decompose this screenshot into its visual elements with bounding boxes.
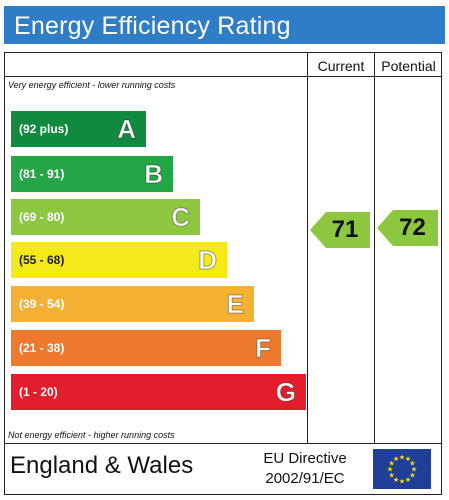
eu-star-icon: ★ [388, 472, 394, 480]
rating-table [4, 52, 442, 495]
potential-rating-arrow: 72 [377, 210, 438, 246]
eu-star-icon: ★ [399, 478, 405, 486]
potential-rating-value: 72 [399, 214, 426, 241]
band-d: (55 - 68) D [11, 242, 227, 278]
eu-star-icon: ★ [387, 466, 393, 474]
band-range-label: (21 - 38) [19, 341, 65, 355]
column-header-current: Current [317, 58, 365, 74]
column-divider-current [307, 52, 308, 443]
band-e: (39 - 54) E [11, 286, 254, 322]
band-letter: E [226, 289, 244, 320]
eu-star-icon: ★ [393, 476, 399, 484]
footer-country: England & Wales [10, 452, 194, 479]
band-range-label: (39 - 54) [19, 297, 65, 311]
eu-star-icon: ★ [409, 460, 415, 468]
band-f: (21 - 38) F [11, 330, 281, 366]
current-rating-arrow: 71 [310, 212, 370, 248]
footer-directive: EU Directive 2002/91/EC [255, 449, 355, 489]
band-letter: D [198, 245, 218, 276]
band-letter: B [144, 159, 164, 190]
band-a: (92 plus) A [11, 111, 146, 147]
eu-star-icon: ★ [411, 466, 417, 474]
arrow-shape [310, 212, 370, 248]
eu-star-icon: ★ [409, 472, 415, 480]
eu-flag-icon: ★ ★ ★ ★ ★ ★ ★ ★ ★ ★ ★ ★ [373, 449, 431, 489]
band-letter: F [255, 333, 272, 364]
column-header-potential: Potential [381, 58, 436, 74]
eu-star-icon: ★ [399, 454, 405, 462]
band-range-label: (69 - 80) [19, 210, 65, 224]
eu-star-icon: ★ [393, 455, 399, 463]
band-c: (69 - 80) C [11, 199, 200, 235]
band-letter: G [275, 377, 296, 408]
eu-star-icon: ★ [405, 476, 411, 484]
directive-line-2: 2002/91/EC [265, 470, 345, 487]
band-range-label: (1 - 20) [19, 385, 58, 399]
band-range-label: (81 - 91) [19, 167, 65, 181]
arrow-shape [377, 210, 438, 246]
directive-line-1: EU Directive [263, 450, 347, 467]
header-row-divider [4, 76, 442, 77]
eu-star-icon: ★ [405, 455, 411, 463]
band-b: (81 - 91) B [11, 156, 173, 192]
band-g: (1 - 20) G [11, 374, 306, 410]
band-letter: A [117, 114, 137, 145]
column-divider-potential [374, 52, 375, 443]
header-bar: Energy Efficiency Rating [4, 6, 445, 44]
note-efficient: Very energy efficient - lower running co… [8, 80, 176, 90]
eu-star-icon: ★ [388, 460, 394, 468]
page-title: Energy Efficiency Rating [14, 12, 291, 40]
band-letter: C [171, 202, 191, 233]
footer-divider [4, 443, 442, 444]
band-range-label: (92 plus) [19, 122, 69, 136]
current-rating-value: 71 [331, 216, 359, 243]
note-inefficient: Not energy efficient - higher running co… [8, 430, 175, 440]
band-range-label: (55 - 68) [19, 253, 65, 267]
